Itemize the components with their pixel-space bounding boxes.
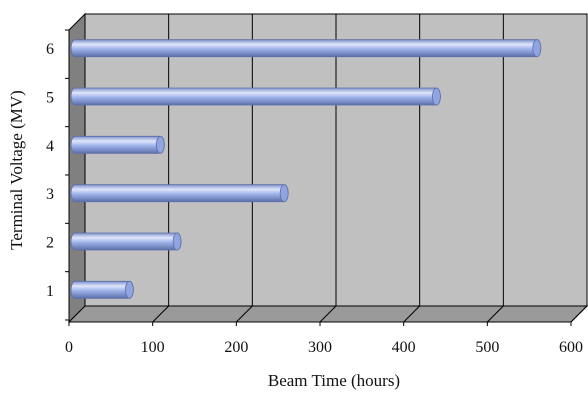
side-wall: [68, 12, 86, 324]
plot-frame: [67, 12, 588, 324]
y-tick-label: 5: [46, 90, 54, 107]
bar-cap: [155, 135, 165, 154]
x-tick-label: 600: [559, 339, 583, 356]
bar-body: [70, 184, 289, 203]
x-axis-title: Beam Time (hours): [268, 371, 400, 390]
bar-6: [70, 39, 542, 58]
y-tick-label: 3: [46, 186, 54, 203]
bar-body: [70, 135, 165, 154]
x-tick-label: 0: [65, 339, 73, 356]
x-axis-ticks: 0 100 200 300 400 500 600: [65, 322, 583, 356]
gridline-floor: [570, 305, 588, 323]
bar-1: [70, 280, 134, 299]
bar-cap: [279, 184, 289, 203]
bar-body: [70, 232, 182, 251]
bar-cap: [172, 232, 182, 251]
bar-body: [70, 39, 542, 58]
x-tick-label: 500: [475, 339, 499, 356]
gridlines: [152, 14, 588, 323]
bar-2: [70, 232, 182, 251]
gridline-floor: [152, 305, 170, 323]
bar-cap: [432, 87, 441, 106]
y-tick-label: 6: [46, 41, 54, 58]
gridline-floor: [403, 305, 421, 323]
bar-4: [70, 135, 165, 154]
bar-body: [70, 280, 134, 299]
bar-body: [70, 87, 441, 106]
bar-3: [70, 184, 289, 203]
y-axis-ticks: 1 2 3 4 5 6: [46, 29, 69, 321]
gridline-floor: [319, 305, 337, 323]
bar-cap: [124, 280, 134, 299]
gridline-floor: [486, 305, 504, 323]
y-tick-label: 4: [46, 138, 54, 155]
x-tick-label: 400: [392, 339, 416, 356]
y-tick-label: 2: [46, 235, 54, 252]
y-axis-title: Terminal Voltage (MV): [7, 90, 26, 250]
x-tick-label: 100: [141, 339, 165, 356]
gridline-floor: [235, 305, 253, 323]
bar-5: [70, 87, 441, 106]
x-tick-label: 300: [308, 339, 332, 356]
x-tick-label: 200: [224, 339, 248, 356]
bars: [70, 39, 542, 299]
bar-cap: [532, 39, 542, 58]
y-tick-label: 1: [46, 283, 54, 300]
